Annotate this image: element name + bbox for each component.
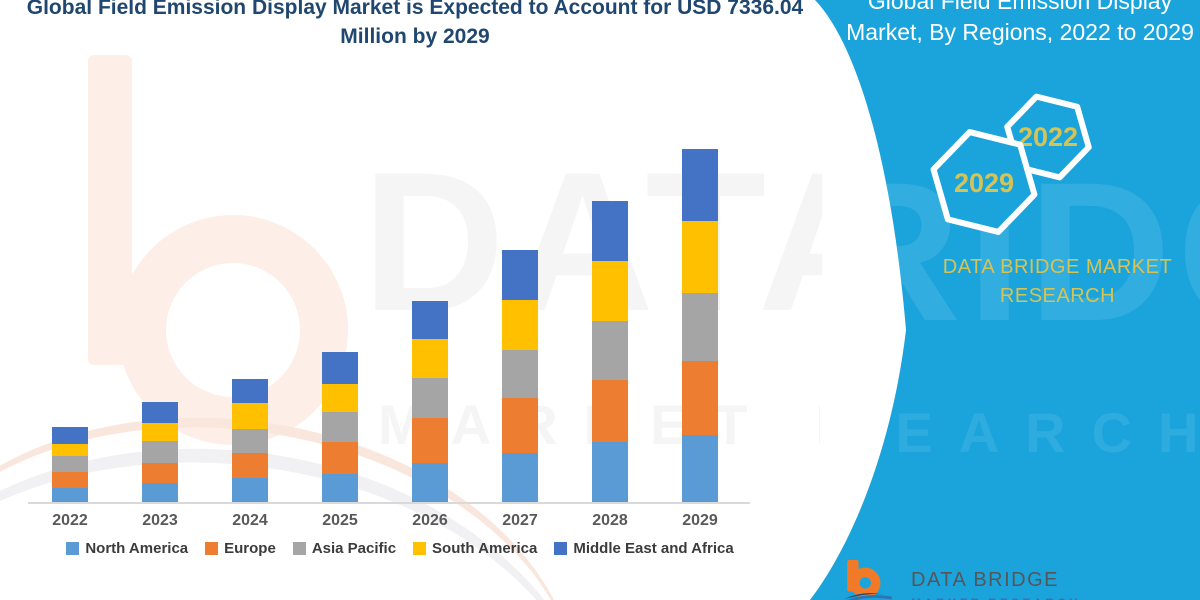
legend-swatch [66, 542, 80, 555]
x-axis-label-2026: 2026 [412, 512, 448, 529]
data-bridge-logo-icon [844, 560, 893, 600]
bar-segment-2022-asia-pacific [52, 456, 88, 473]
chart-title: Global Field Emission Display Market is … [26, 0, 804, 48]
x-axis-label-2022: 2022 [52, 512, 88, 529]
bar-segment-2023-europe [142, 462, 178, 483]
panel-brand-text: DATA BRIDGE MARKET RESEARCH [942, 256, 1173, 307]
footer-logo: DATA BRIDGE MARKET RESEARCH [843, 560, 1081, 600]
footer-brand-line1: DATA BRIDGE [911, 569, 1060, 591]
x-axis-label-2024: 2024 [232, 512, 268, 529]
chart-legend: North America Europe Asia Pacific South Ame… [0, 540, 800, 557]
bar-segment-2026-asia-pacific [412, 378, 448, 418]
side-panel-shape: RIDGE SEARCH 2022 2029 [810, 0, 1200, 600]
bar-segment-2028-middle-east-and-africa [592, 201, 628, 261]
x-axis-label-2023: 2023 [142, 512, 178, 529]
panel-title: Global Field Emission Display Market, By… [846, 0, 1194, 45]
x-axis-label-2028: 2028 [592, 512, 628, 529]
legend-item-asia-pacific: Asia Pacific [292, 540, 397, 557]
bar-segment-2022-europe [52, 472, 88, 489]
bar-segment-2025-europe [322, 441, 358, 474]
bar-segment-2028-asia-pacific [592, 321, 628, 381]
bar-segment-2022-north-america [52, 488, 88, 502]
legend-label: Europe [224, 540, 276, 557]
hexagon-2022: 2022 [1004, 93, 1092, 181]
bar-segment-2027-north-america [502, 452, 538, 502]
legend-item-north-america: North America [66, 540, 188, 557]
bar-segment-2027-europe [502, 398, 538, 453]
bar-segment-2029-europe [682, 361, 718, 435]
bar-segment-2027-south-america [502, 299, 538, 351]
bar-segment-2025-asia-pacific [322, 411, 358, 442]
legend-label: South America [432, 540, 538, 557]
bar-segment-2026-north-america [412, 462, 448, 502]
x-axis-label-2027: 2027 [502, 512, 538, 529]
x-axis-label-2029: 2029 [682, 512, 718, 529]
bar-segment-2024-asia-pacific [232, 428, 268, 453]
legend-label: North America [85, 540, 189, 557]
bar-segment-2025-south-america [322, 383, 358, 412]
hexagon-2029: 2029 [930, 129, 1038, 235]
legend-item-south-america: South America [413, 540, 537, 557]
bar-segment-2025-north-america [322, 473, 358, 502]
legend-swatch [205, 542, 219, 555]
legend-swatch [292, 542, 306, 555]
legend-item-middle-east-and-africa: Middle East and Africa [554, 540, 734, 557]
bar-segment-2023-north-america [142, 482, 178, 502]
svg-text:SEARCH: SEARCH [832, 401, 1200, 464]
legend-swatch [413, 542, 427, 555]
bar-segment-2022-south-america [52, 444, 88, 457]
bar-segment-2029-south-america [682, 220, 718, 293]
bar-segment-2026-europe [412, 417, 448, 463]
bar-segment-2024-south-america [232, 402, 268, 429]
x-axis-label-2025: 2025 [322, 512, 358, 529]
bar-segment-2025-middle-east-and-africa [322, 352, 358, 384]
bar-segment-2027-middle-east-and-africa [502, 249, 538, 300]
bar-segment-2026-south-america [412, 339, 448, 379]
bar-segment-2028-europe [592, 380, 628, 442]
footer-brand-line2: MARKET RESEARCH [911, 596, 1081, 600]
svg-text:2029: 2029 [954, 168, 1014, 198]
bar-segment-2029-middle-east-and-africa [682, 149, 718, 221]
bar-segment-2029-asia-pacific [682, 292, 718, 362]
svg-text:2022: 2022 [1018, 122, 1078, 152]
x-axis-line [28, 502, 750, 504]
legend-swatch [554, 542, 568, 555]
bar-segment-2028-north-america [592, 441, 628, 502]
bar-segment-2024-europe [232, 452, 268, 478]
bar-segment-2024-middle-east-and-africa [232, 378, 268, 403]
legend-item-europe: Europe [205, 540, 276, 557]
bar-segment-2023-middle-east-and-africa [142, 401, 178, 423]
bar-segment-2028-south-america [592, 260, 628, 322]
bar-segment-2029-north-america [682, 434, 718, 502]
bar-segment-2023-asia-pacific [142, 440, 178, 463]
legend-label: Asia Pacific [311, 540, 397, 557]
bar-segment-2027-asia-pacific [502, 350, 538, 399]
bar-segment-2023-south-america [142, 422, 178, 441]
bar-segment-2026-middle-east-and-africa [412, 300, 448, 340]
bar-segment-2022-middle-east-and-africa [52, 426, 88, 444]
bar-segment-2024-north-america [232, 477, 268, 502]
legend-label: Middle East and Africa [573, 540, 734, 557]
